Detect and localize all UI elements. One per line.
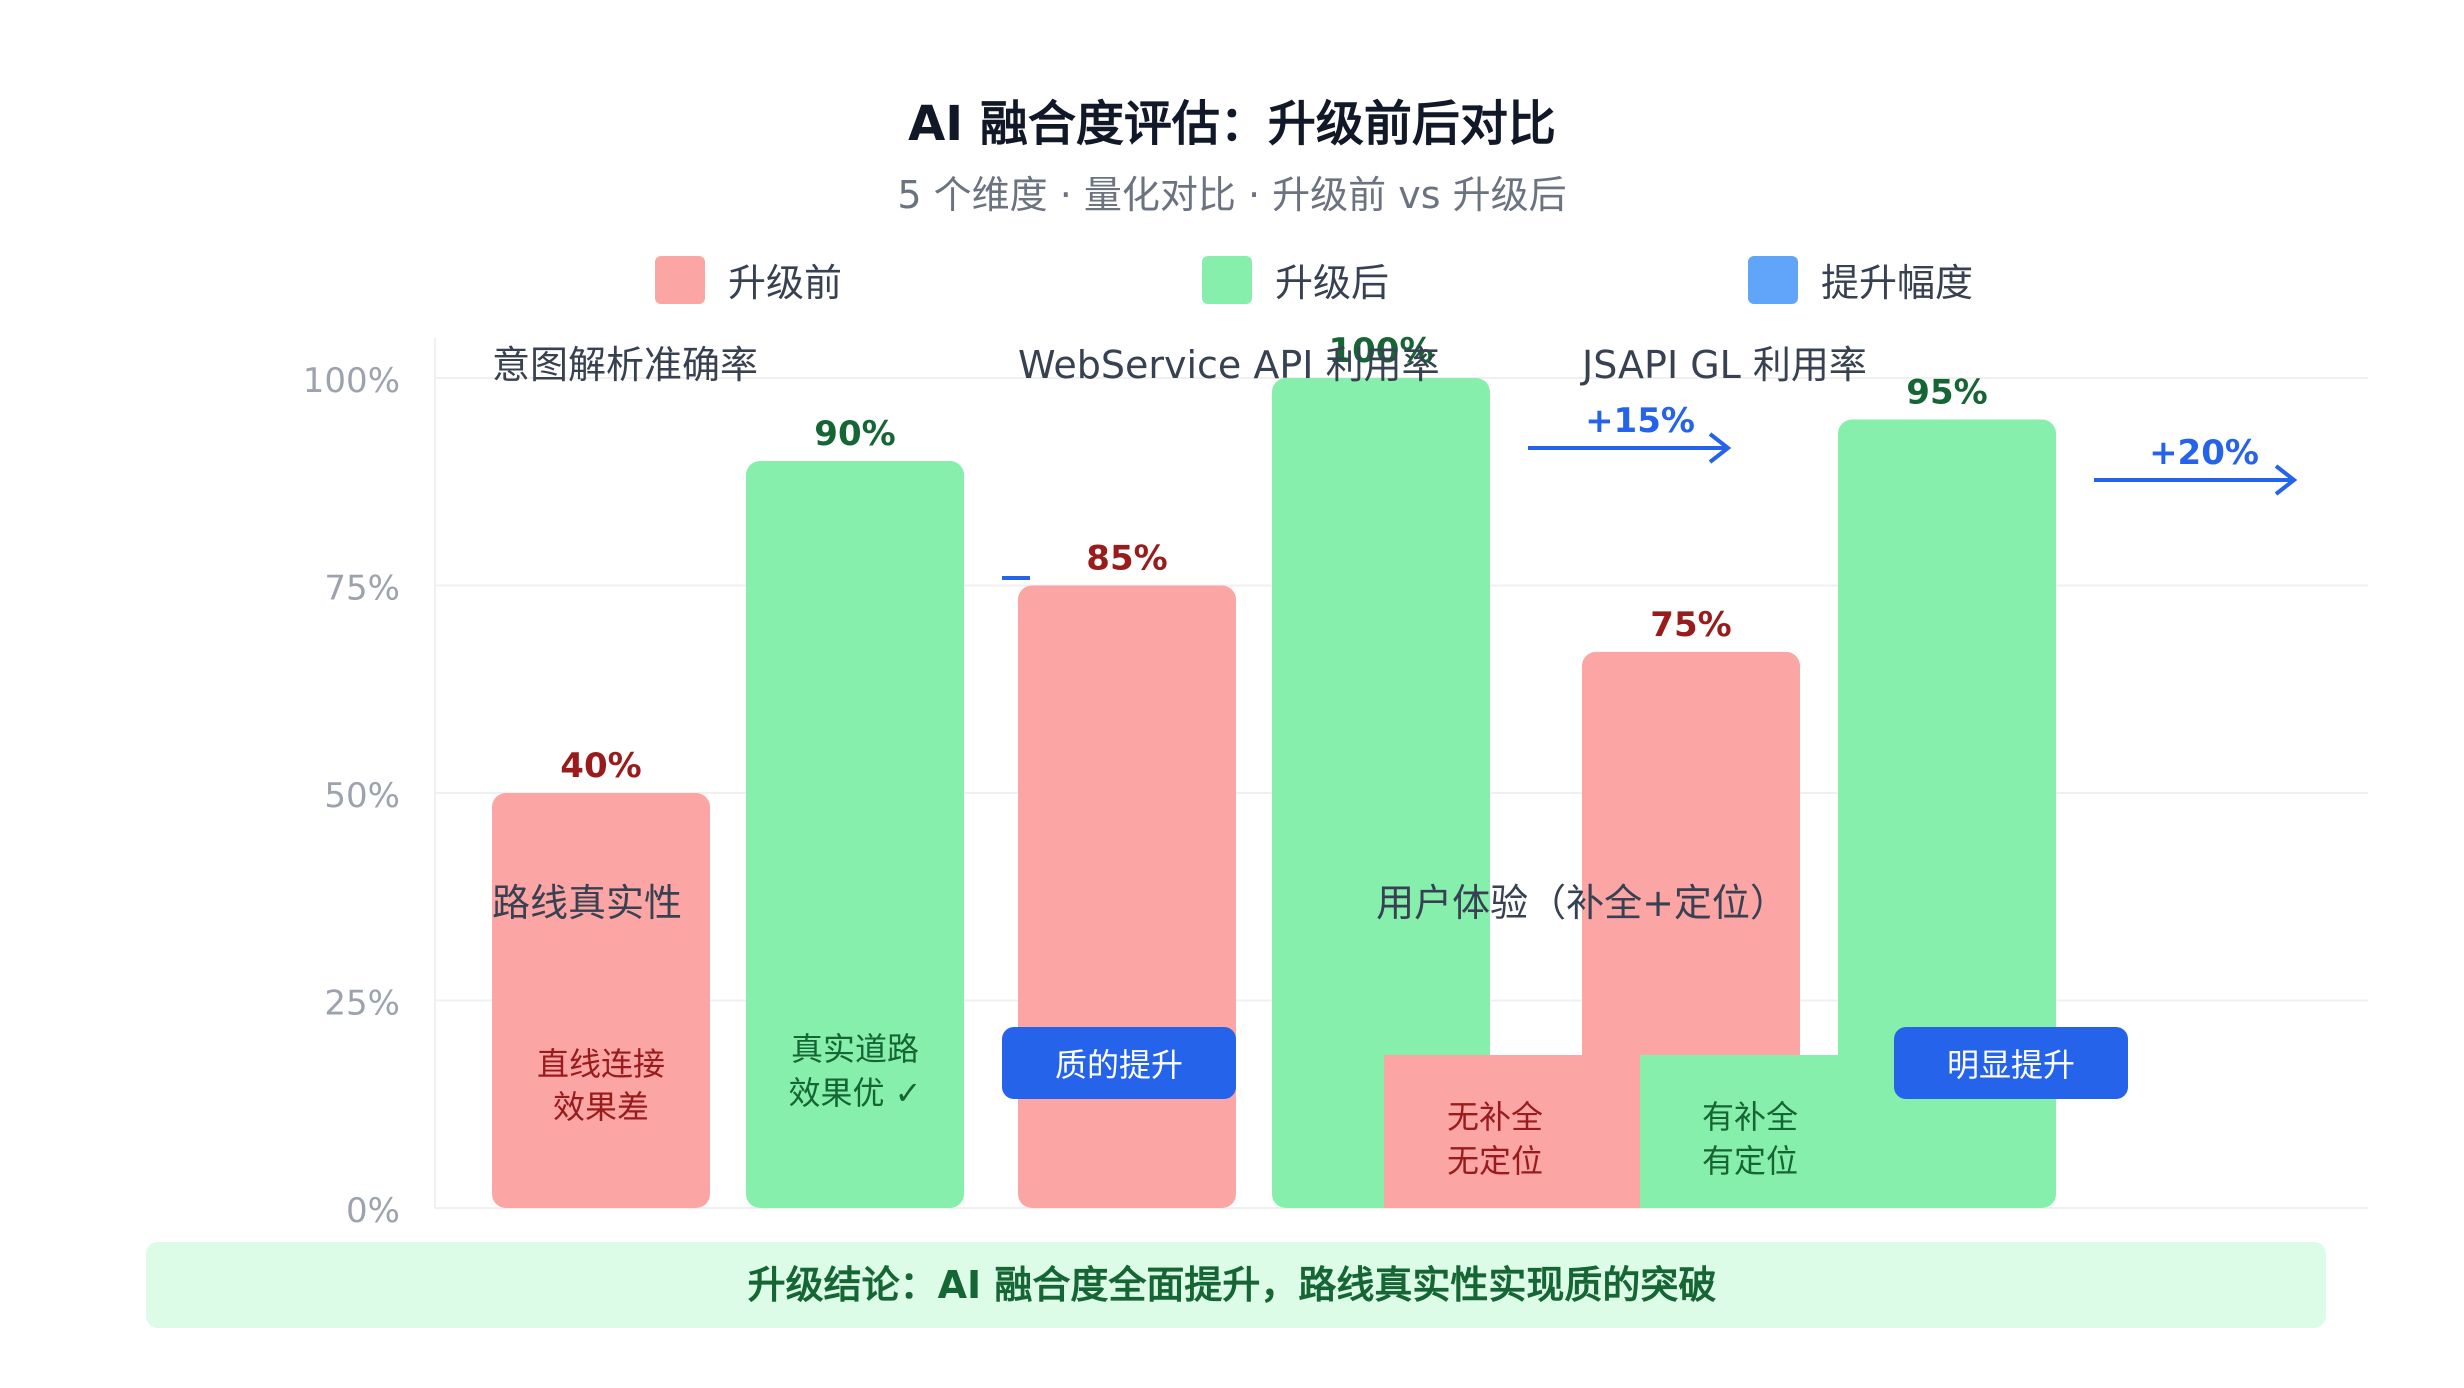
category-labels: 意图解析准确率 WebService API 利用率 JSAPI GL 利用率路线真… (492, 343, 1867, 925)
y-tick-label: 75% (324, 569, 400, 609)
improvement-label: +15% (1585, 401, 1695, 441)
bar-after (746, 461, 964, 1208)
gain-badge-route (1002, 1027, 1236, 1099)
ux-before-line1: 无补全 (1447, 1098, 1543, 1136)
conclusion-banner (146, 1242, 2326, 1328)
category-label: WebService API 利用率 (1018, 343, 1440, 387)
bar-value-label: 95% (1906, 373, 1987, 413)
bar-before (1018, 585, 1236, 1208)
legend-swatch-after (1202, 256, 1252, 304)
y-tick-label: 0% (346, 1191, 400, 1231)
route-after-line2: 效果优 ✓ (789, 1074, 922, 1112)
legend-label-before: 升级前 (728, 261, 842, 305)
y-tick-label: 50% (324, 776, 400, 816)
category-label: JSAPI GL 利用率 (1580, 343, 1867, 387)
y-tick-label: 25% (324, 984, 400, 1024)
gain-badge-ux (1894, 1027, 2128, 1099)
ux-before-box (1384, 1055, 1612, 1208)
y-axis: 0% 25% 50% 75% 100% (303, 361, 400, 1231)
bar-after (1838, 419, 2056, 1208)
bar-value-label: 90% (814, 414, 895, 454)
route-after-line1: 真实道路 (791, 1030, 919, 1068)
legend-label-gain: 提升幅度 (1821, 261, 1973, 305)
bar-before (492, 793, 710, 1208)
gain-badge-ux-text: 明显提升 (1947, 1046, 2075, 1084)
route-before-line2: 效果差 (553, 1088, 649, 1126)
arrowhead-icon (2274, 464, 2298, 496)
legend-label-after: 升级后 (1275, 261, 1389, 305)
chart-subtitle: 5 个维度 · 量化对比 · 升级前 vs 升级后 (897, 173, 1566, 217)
category-label: 路线真实性 (492, 881, 682, 925)
category-label: 意图解析准确率 (492, 343, 758, 387)
ux-after-box (1640, 1055, 1868, 1208)
bar-value-label: 100% (1328, 331, 1433, 371)
legend-swatch-gain (1748, 256, 1798, 304)
bar-value-label: 75% (1650, 605, 1731, 645)
improvement-label: +20% (2149, 433, 2259, 473)
route-before-line1: 直线连接 (537, 1045, 665, 1083)
legend: 升级前 升级后 提升幅度 (655, 256, 1973, 305)
y-tick-label: 100% (303, 361, 400, 401)
category-label: 用户体验（补全+定位） (1376, 881, 1788, 925)
improvement-arrows: +15% +20% (1002, 401, 2298, 580)
ux-before-line2: 无定位 (1447, 1142, 1543, 1180)
bar-after (1272, 378, 1490, 1208)
conclusion-text: 升级结论：AI 融合度全面提升，路线真实性实现质的突破 (748, 1263, 1717, 1307)
bar-value-label: 40% (560, 746, 641, 786)
gain-badge-route-text: 质的提升 (1055, 1046, 1183, 1084)
chart-title: AI 融合度评估：升级前后对比 (908, 96, 1556, 152)
arrowhead-icon (1708, 432, 1732, 464)
ux-after-line2: 有定位 (1702, 1142, 1798, 1180)
ux-after-line1: 有补全 (1702, 1098, 1798, 1136)
legend-swatch-before (655, 256, 705, 304)
bar-value-label: 85% (1086, 539, 1167, 579)
